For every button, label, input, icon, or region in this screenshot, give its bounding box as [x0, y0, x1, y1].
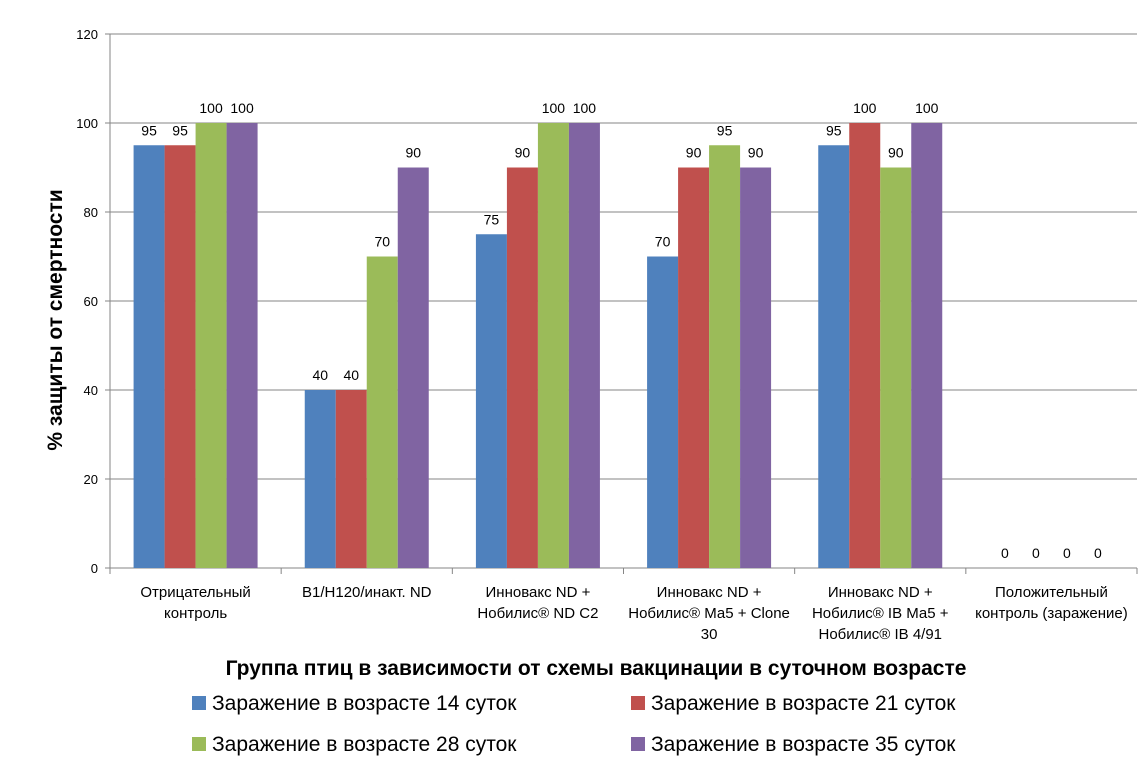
legend-swatch [192, 696, 206, 710]
data-label: 70 [374, 234, 390, 250]
data-label: 95 [172, 122, 188, 138]
legend-label: Заражение в возрасте 14 суток [212, 692, 517, 715]
data-label: 100 [915, 100, 939, 116]
data-label: 40 [343, 367, 359, 383]
y-tick-label: 100 [76, 116, 98, 131]
legend-item: Заражение в возрасте 28 суток [192, 733, 517, 756]
y-tick-label: 0 [91, 561, 98, 576]
bars [133, 123, 943, 568]
data-label: 90 [515, 145, 531, 161]
bar [880, 167, 912, 568]
y-tick-label: 40 [84, 383, 98, 398]
y-tick-label: 120 [76, 27, 98, 42]
legend-item: Заражение в возрасте 14 суток [192, 692, 517, 715]
data-label: 75 [484, 211, 500, 227]
data-label: 95 [826, 122, 842, 138]
bar [366, 256, 398, 568]
bar [568, 123, 600, 568]
bar [740, 167, 772, 568]
data-label: 100 [199, 100, 223, 116]
legend-swatch [192, 737, 206, 751]
data-label: 90 [405, 145, 421, 161]
bar [911, 123, 943, 568]
legend: Заражение в возрасте 14 суток Заражение в… [192, 692, 956, 756]
data-labels: 95 95 100 100 40 40 70 90 75 90 100 100 70 90 95 90 95 10… [141, 100, 1102, 561]
category-label: Инновакс ND + Нобилис® IB Ма5 + Нобилис® I… [812, 584, 949, 643]
data-label: 0 [1032, 545, 1040, 561]
bar [133, 145, 165, 568]
data-label: 0 [1094, 545, 1102, 561]
y-tick-label: 80 [84, 205, 98, 220]
y-tick-label: 20 [84, 472, 98, 487]
bar [475, 234, 507, 568]
x-axis-title: Группа птиц в зависимости от схемы вакци… [226, 657, 967, 680]
data-label: 95 [141, 122, 157, 138]
bar [709, 145, 741, 568]
category-labels: Отрицательный контроль В1/Н120/инакт. ND Ин… [140, 584, 1127, 643]
y-axis-title: % защиты от смертности [44, 189, 67, 450]
data-label: 70 [655, 234, 671, 250]
category-label: Положительный контроль (заражение) [975, 584, 1128, 622]
gridlines [110, 33, 1137, 480]
data-label: 0 [1063, 545, 1071, 561]
data-label: 100 [573, 100, 597, 116]
legend-swatch [631, 696, 645, 710]
bar [335, 390, 367, 568]
category-label: Инновакс ND + Нобилис® Ма5 + Clone 30 [628, 584, 790, 643]
legend-swatch [631, 737, 645, 751]
data-label: 100 [853, 100, 877, 116]
bar [647, 256, 679, 568]
bar [226, 123, 258, 568]
legend-label: Заражение в возрасте 28 суток [212, 733, 517, 756]
bar [818, 145, 850, 568]
bar [537, 123, 569, 568]
bar [849, 123, 881, 568]
axes: 0 20 40 60 80 100 120 [76, 27, 1138, 576]
bar [397, 167, 429, 568]
legend-label: Заражение в возрасте 21 суток [651, 692, 956, 715]
data-label: 90 [748, 145, 764, 161]
category-label: Инновакс ND + Нобилис® ND C2 [477, 584, 598, 622]
data-label: 0 [1001, 545, 1009, 561]
bar [678, 167, 710, 568]
data-label: 90 [686, 145, 702, 161]
data-label: 100 [230, 100, 254, 116]
data-label: 95 [717, 122, 733, 138]
category-label: Отрицательный контроль [140, 584, 250, 622]
data-label: 100 [542, 100, 566, 116]
legend-label: Заражение в возрасте 35 суток [651, 733, 956, 756]
bar [506, 167, 538, 568]
bar [164, 145, 196, 568]
y-tick-label: 60 [84, 294, 98, 309]
data-label: 90 [888, 145, 904, 161]
data-label: 40 [312, 367, 328, 383]
legend-item: Заражение в возрасте 21 суток [631, 692, 956, 715]
bar [304, 390, 336, 568]
category-label: В1/Н120/инакт. ND [302, 584, 432, 601]
bar [195, 123, 227, 568]
legend-item: Заражение в возрасте 35 суток [631, 733, 956, 756]
